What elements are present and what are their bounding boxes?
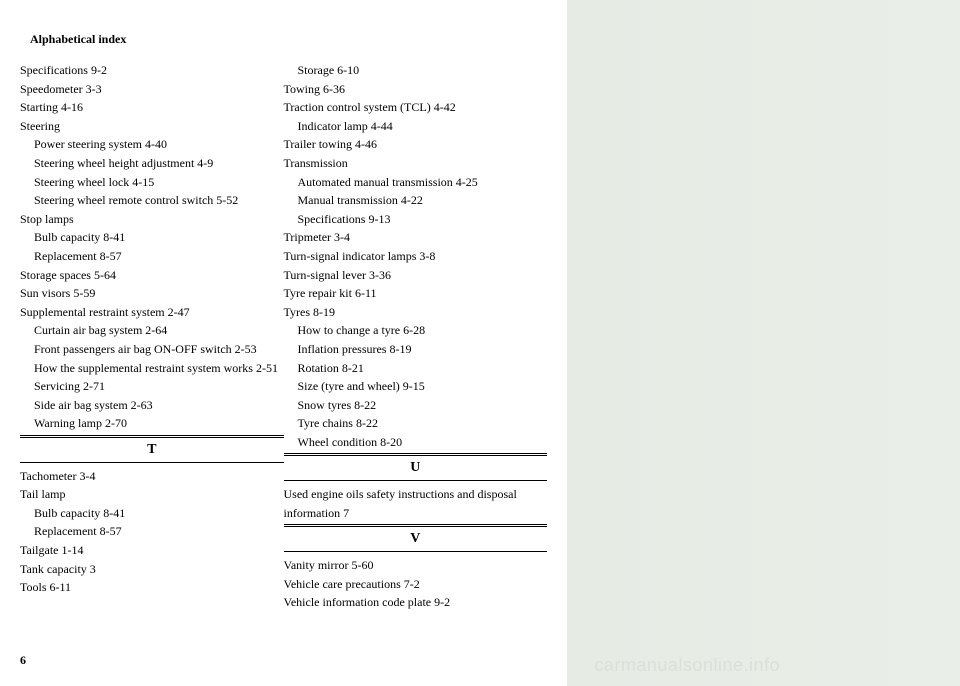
index-entry: Turn-signal indicator lamps 3-8 bbox=[284, 247, 548, 266]
manual-page: Alphabetical index Specifications 9-2Spe… bbox=[0, 0, 567, 686]
index-entry: Starting 4-16 bbox=[20, 98, 284, 117]
index-entry: Front passengers air bag ON-OFF switch 2… bbox=[20, 340, 284, 359]
index-entry: Curtain air bag system 2-64 bbox=[20, 321, 284, 340]
index-entry: Steering wheel height adjustment 4-9 bbox=[20, 154, 284, 173]
index-entry: Specifications 9-2 bbox=[20, 61, 284, 80]
index-entry: Storage 6-10 bbox=[284, 61, 548, 80]
index-entry: Trailer towing 4-46 bbox=[284, 135, 548, 154]
index-list-s: Specifications 9-2Speedometer 3-3Startin… bbox=[20, 61, 284, 433]
index-entry: Steering wheel lock 4-15 bbox=[20, 173, 284, 192]
index-entry: Used engine oils safety instructions and… bbox=[284, 485, 548, 522]
index-entry: Indicator lamp 4-44 bbox=[284, 117, 548, 136]
index-list-v: Vanity mirror 5-60Vehicle care precautio… bbox=[284, 556, 548, 612]
index-entry: Tank capacity 3 bbox=[20, 560, 284, 579]
index-entry: Vanity mirror 5-60 bbox=[284, 556, 548, 575]
sidebar-region bbox=[567, 0, 960, 686]
index-entry: Vehicle information code plate 9-2 bbox=[284, 593, 548, 612]
index-entry: Manual transmission 4-22 bbox=[284, 191, 548, 210]
index-entry: Transmission bbox=[284, 154, 548, 173]
index-entry: Snow tyres 8-22 bbox=[284, 396, 548, 415]
index-entry: Tyre repair kit 6-11 bbox=[284, 284, 548, 303]
index-entry: Sun visors 5-59 bbox=[20, 284, 284, 303]
index-entry: Stop lamps bbox=[20, 210, 284, 229]
index-entry: How the supplemental restraint system wo… bbox=[20, 359, 284, 378]
index-entry: Traction control system (TCL) 4-42 bbox=[284, 98, 548, 117]
right-column: Storage 6-10Towing 6-36Traction control … bbox=[284, 61, 548, 612]
left-column: Specifications 9-2Speedometer 3-3Startin… bbox=[20, 61, 284, 612]
index-entry: Tailgate 1-14 bbox=[20, 541, 284, 560]
index-entry: Steering bbox=[20, 117, 284, 136]
index-entry: Vehicle care precautions 7-2 bbox=[284, 575, 548, 594]
index-entry: Side air bag system 2-63 bbox=[20, 396, 284, 415]
index-entry: Bulb capacity 8-41 bbox=[20, 504, 284, 523]
section-heading-t: T bbox=[20, 437, 284, 463]
index-list-t-cont: Storage 6-10Towing 6-36Traction control … bbox=[284, 61, 548, 451]
index-entry: Tail lamp bbox=[20, 485, 284, 504]
index-list-t: Tachometer 3-4Tail lampBulb capacity 8-4… bbox=[20, 467, 284, 597]
index-entry: Speedometer 3-3 bbox=[20, 80, 284, 99]
index-entry: Turn-signal lever 3-36 bbox=[284, 266, 548, 285]
index-entry: Inflation pressures 8-19 bbox=[284, 340, 548, 359]
index-list-u: Used engine oils safety instructions and… bbox=[284, 485, 548, 522]
page-header: Alphabetical index bbox=[30, 32, 547, 47]
index-entry: Supplemental restraint system 2-47 bbox=[20, 303, 284, 322]
index-entry: Towing 6-36 bbox=[284, 80, 548, 99]
index-entry: Tyres 8-19 bbox=[284, 303, 548, 322]
index-entry: Automated manual transmission 4-25 bbox=[284, 173, 548, 192]
index-entry: Wheel condition 8-20 bbox=[284, 433, 548, 452]
index-entry: Tripmeter 3-4 bbox=[284, 228, 548, 247]
index-entry: Servicing 2-71 bbox=[20, 377, 284, 396]
index-entry: Tyre chains 8-22 bbox=[284, 414, 548, 433]
section-heading-v: V bbox=[284, 526, 548, 552]
index-entry: Size (tyre and wheel) 9-15 bbox=[284, 377, 548, 396]
index-entry: Specifications 9-13 bbox=[284, 210, 548, 229]
section-heading-u: U bbox=[284, 455, 548, 481]
index-entry: Steering wheel remote control switch 5-5… bbox=[20, 191, 284, 210]
page-number: 6 bbox=[20, 653, 26, 668]
index-entry: Tachometer 3-4 bbox=[20, 467, 284, 486]
index-entry: Replacement 8-57 bbox=[20, 247, 284, 266]
index-entry: How to change a tyre 6-28 bbox=[284, 321, 548, 340]
index-entry: Bulb capacity 8-41 bbox=[20, 228, 284, 247]
index-entry: Replacement 8-57 bbox=[20, 522, 284, 541]
watermark-text: carmanualsonline.info bbox=[594, 655, 780, 676]
index-entry: Power steering system 4-40 bbox=[20, 135, 284, 154]
index-columns: Specifications 9-2Speedometer 3-3Startin… bbox=[20, 61, 547, 612]
index-entry: Tools 6-11 bbox=[20, 578, 284, 597]
index-entry: Rotation 8-21 bbox=[284, 359, 548, 378]
index-entry: Warning lamp 2-70 bbox=[20, 414, 284, 433]
index-entry: Storage spaces 5-64 bbox=[20, 266, 284, 285]
